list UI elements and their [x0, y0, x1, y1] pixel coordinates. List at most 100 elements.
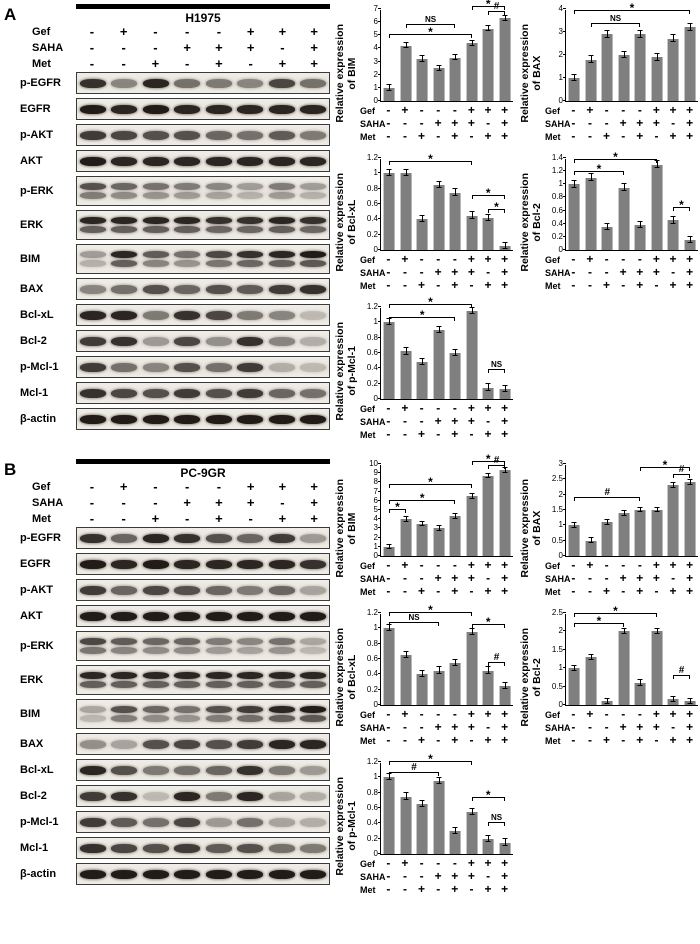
blot-row: p-AKT [20, 579, 330, 601]
bars [381, 306, 513, 399]
bar-slot [381, 159, 398, 250]
bars [381, 10, 513, 101]
treatment-row: Gef - + - - - + + + [545, 708, 698, 721]
treatment-name: SAHA [360, 871, 386, 882]
y-tick-label: 10 [369, 459, 378, 468]
blot-lane [77, 383, 109, 403]
error-bar [455, 189, 457, 196]
protein-band [174, 414, 201, 424]
blot-lane [235, 812, 267, 832]
treatment-sign: + [467, 401, 475, 415]
y-tick-label: 5 [373, 505, 378, 514]
protein-band [174, 638, 201, 645]
treatment-sign: - [604, 558, 609, 572]
error-bar-cap [403, 657, 409, 659]
bar-chart-p-mcl-1: Relative expression of p-Mcl-1 0 0.2 0.4 0.6 0… [334, 753, 513, 896]
treatment-sign: - [386, 720, 391, 734]
bar-slot [682, 465, 699, 556]
treatment-signs: - + - - - + + + [380, 559, 513, 571]
protein-band [205, 647, 232, 654]
blot-image [76, 150, 330, 172]
blot-lane [298, 279, 330, 299]
bar-slot [682, 614, 699, 705]
protein-band [174, 533, 201, 543]
protein-band [237, 336, 264, 346]
blot-lane [109, 734, 141, 754]
protein-band [300, 362, 327, 372]
error-bar-cap [670, 701, 676, 703]
blot-lane [77, 331, 109, 351]
blot-protein-label: p-ERK [20, 640, 54, 652]
error-bar-cap [621, 57, 627, 59]
y-tick-label: 0.4 [551, 218, 563, 228]
blot-protein-label: Bcl-xL [20, 764, 54, 776]
treatment-sign: - [637, 558, 642, 572]
blot-lane [203, 211, 235, 239]
treatment-name: Gef [32, 481, 51, 493]
error-bar [471, 629, 473, 636]
protein-band [268, 611, 295, 621]
protein-band [300, 638, 327, 645]
significance-label: NS [609, 14, 622, 24]
blot-lane [77, 700, 109, 728]
blot-lane [109, 606, 141, 626]
y-tick-mark [378, 481, 381, 483]
protein-band [79, 192, 106, 199]
error-bar-cap [403, 792, 409, 794]
blot-lane [298, 700, 330, 728]
blot-lane [298, 305, 330, 325]
protein-band [205, 388, 232, 398]
treatment-sign: - [486, 116, 491, 130]
protein-band [79, 251, 106, 258]
protein-band [174, 284, 201, 294]
protein-band [174, 817, 201, 827]
treatment-sign: + [586, 558, 594, 572]
treatment-sign: - [121, 40, 126, 55]
y-tick-mark [378, 791, 381, 793]
y-tick-mark [378, 249, 381, 250]
protein-band [111, 791, 138, 801]
error-bar-cap [452, 348, 458, 350]
blot-lane [77, 554, 109, 574]
x-axis-treatment-matrix: Gef - + - - - + + + SAHA - - - + + + - + Met - - + - + - + + [545, 104, 698, 143]
bar-slot [599, 465, 616, 556]
bar-slot [480, 465, 497, 556]
treatment-sign: + [451, 129, 459, 143]
bar-slot [464, 306, 481, 399]
blot-lane [203, 125, 235, 145]
bar [618, 513, 630, 556]
blot-lane [203, 700, 235, 728]
y-tick-mark [563, 539, 566, 541]
treatment-signs: - + - - - + + + [76, 25, 330, 38]
treatment-sign: - [571, 720, 576, 734]
treatment-sign: + [484, 278, 492, 292]
error-bar-cap [588, 658, 594, 660]
y-tick-label: 0.2 [366, 229, 378, 239]
error-bar-cap [436, 783, 442, 785]
treatment-sign: + [434, 720, 442, 734]
error-bar [405, 793, 407, 800]
y-tick-mark [563, 463, 566, 464]
protein-band [111, 362, 138, 372]
error-bar [438, 181, 440, 188]
blot-protein-label: AKT [20, 610, 43, 622]
y-axis-label-line1: Relative expression [334, 628, 347, 727]
significance-bracket: * [389, 753, 472, 765]
blot-lane [172, 73, 204, 93]
protein-band [111, 251, 138, 258]
protein-band [237, 672, 264, 679]
blot-protein-label: Bcl-xL [20, 309, 54, 321]
error-bar-cap [419, 676, 425, 678]
error-bar-cap [687, 22, 693, 24]
significance-bracket: * [574, 615, 624, 627]
blot-lane [266, 554, 298, 574]
treatment-signs: - - + - + - + + [380, 883, 513, 895]
treatment-sign: - [452, 252, 457, 266]
protein-band [174, 78, 201, 88]
error-bar-cap [419, 806, 425, 808]
protein-band [111, 260, 138, 267]
treatment-sign: + [669, 558, 677, 572]
treatment-sign: - [436, 278, 441, 292]
protein-band [268, 817, 295, 827]
blot-lane [203, 331, 235, 351]
